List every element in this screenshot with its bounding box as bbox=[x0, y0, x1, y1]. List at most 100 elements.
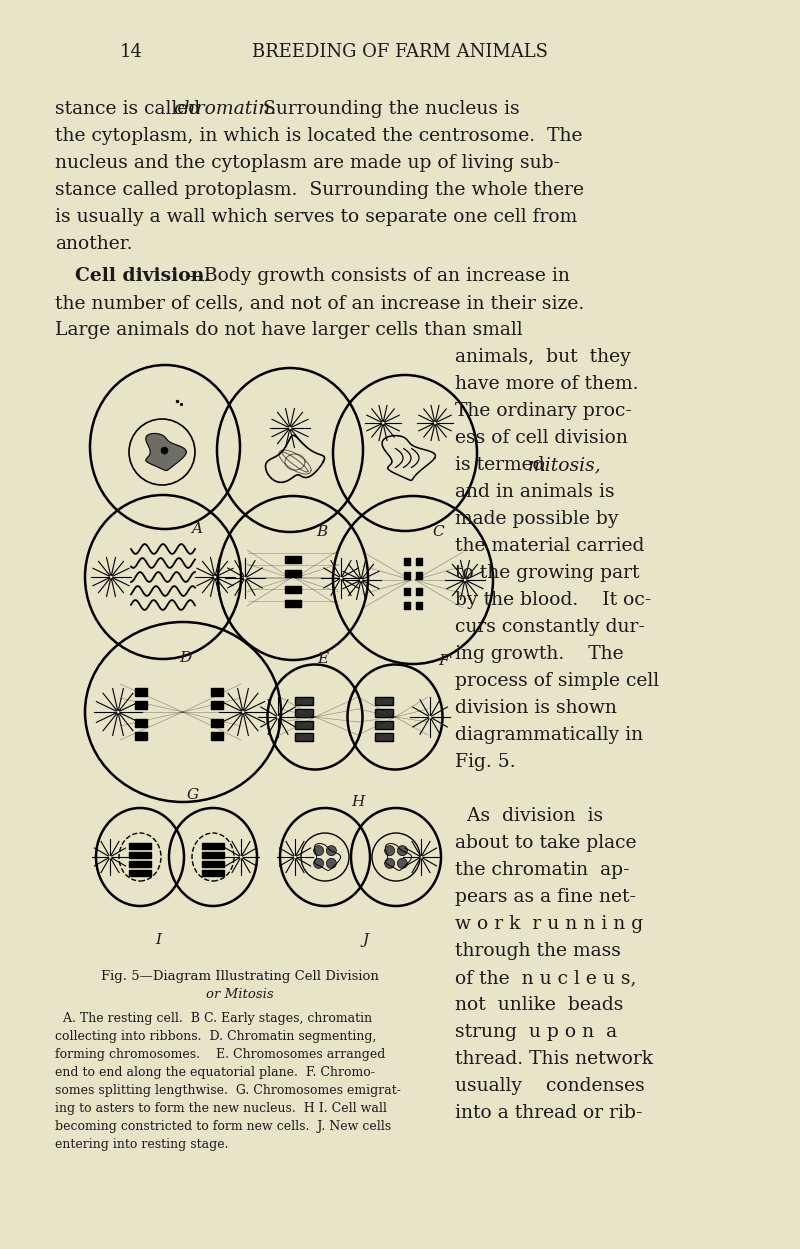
Text: forming chromosomes.    E. Chromosomes arranged: forming chromosomes. E. Chromosomes arra… bbox=[55, 1048, 386, 1060]
Text: F': F' bbox=[438, 654, 454, 668]
Text: —Body growth consists of an increase in: —Body growth consists of an increase in bbox=[185, 267, 570, 285]
Bar bbox=[202, 843, 224, 849]
Text: not  unlike  beads: not unlike beads bbox=[455, 995, 623, 1014]
Text: ess of cell division: ess of cell division bbox=[455, 428, 628, 447]
Text: G: G bbox=[187, 788, 199, 802]
Text: diagrammatically in: diagrammatically in bbox=[455, 726, 643, 744]
Text: through the mass: through the mass bbox=[455, 942, 621, 960]
Text: chromatin.: chromatin. bbox=[173, 100, 276, 117]
Bar bbox=[295, 697, 313, 704]
Bar bbox=[375, 697, 393, 704]
Text: curs constantly dur-: curs constantly dur- bbox=[455, 618, 645, 636]
Bar bbox=[135, 719, 147, 727]
Text: ing to asters to form the new nucleus.  H I. Cell wall: ing to asters to form the new nucleus. H… bbox=[55, 1102, 387, 1115]
Bar bbox=[404, 602, 410, 610]
Text: made possible by: made possible by bbox=[455, 510, 618, 528]
Circle shape bbox=[326, 846, 336, 856]
Text: division is shown: division is shown bbox=[455, 699, 617, 717]
Text: the material carried: the material carried bbox=[455, 537, 644, 555]
Bar bbox=[416, 588, 422, 595]
Text: Large animals do not have larger cells than small: Large animals do not have larger cells t… bbox=[55, 321, 522, 338]
Bar bbox=[211, 732, 223, 739]
Text: BREEDING OF FARM ANIMALS: BREEDING OF FARM ANIMALS bbox=[252, 42, 548, 61]
Bar bbox=[202, 871, 224, 876]
Text: w o r k  r u n n i n g: w o r k r u n n i n g bbox=[455, 916, 643, 933]
Text: C: C bbox=[432, 525, 444, 540]
Bar bbox=[295, 709, 313, 717]
Text: As  division  is: As division is bbox=[455, 807, 603, 826]
Bar bbox=[375, 733, 393, 741]
Text: about to take place: about to take place bbox=[455, 834, 637, 852]
Bar bbox=[416, 558, 422, 565]
Circle shape bbox=[326, 858, 336, 868]
Bar bbox=[404, 572, 410, 580]
Text: is usually a wall which serves to separate one cell from: is usually a wall which serves to separa… bbox=[55, 209, 578, 226]
Bar bbox=[295, 733, 313, 741]
Circle shape bbox=[398, 846, 407, 856]
Text: the cytoplasm, in which is located the centrosome.  The: the cytoplasm, in which is located the c… bbox=[55, 127, 582, 145]
Bar bbox=[211, 701, 223, 709]
Circle shape bbox=[314, 846, 324, 856]
Text: Fig. 5.: Fig. 5. bbox=[455, 753, 516, 771]
Text: B: B bbox=[316, 525, 328, 540]
Bar bbox=[135, 701, 147, 709]
Bar bbox=[375, 721, 393, 729]
Bar bbox=[129, 871, 151, 876]
Text: into a thread or rib-: into a thread or rib- bbox=[455, 1104, 642, 1122]
Text: I: I bbox=[155, 933, 161, 947]
Circle shape bbox=[314, 858, 324, 868]
Text: entering into resting stage.: entering into resting stage. bbox=[55, 1138, 229, 1152]
Text: process of simple cell: process of simple cell bbox=[455, 672, 659, 689]
Text: the number of cells, and not of an increase in their size.: the number of cells, and not of an incre… bbox=[55, 294, 584, 312]
Text: strung  u p o n  a: strung u p o n a bbox=[455, 1023, 617, 1040]
Bar bbox=[202, 852, 224, 858]
Text: somes splitting lengthwise.  G. Chromosomes emigrat-: somes splitting lengthwise. G. Chromosom… bbox=[55, 1084, 401, 1097]
Text: the chromatin  ap-: the chromatin ap- bbox=[455, 861, 630, 879]
Text: pears as a fine net-: pears as a fine net- bbox=[455, 888, 636, 906]
Text: A: A bbox=[191, 522, 202, 536]
Text: and in animals is: and in animals is bbox=[455, 483, 614, 501]
Text: nucleus and the cytoplasm are made up of living sub-: nucleus and the cytoplasm are made up of… bbox=[55, 154, 560, 172]
Text: Fig. 5—Diagram Illustrating Cell Division: Fig. 5—Diagram Illustrating Cell Divisio… bbox=[101, 970, 379, 983]
Bar bbox=[404, 588, 410, 595]
Bar bbox=[416, 602, 422, 610]
Text: collecting into ribbons.  D. Chromatin segmenting,: collecting into ribbons. D. Chromatin se… bbox=[55, 1030, 376, 1043]
Bar bbox=[285, 556, 301, 563]
Text: A. The resting cell.  B C. Early stages, chromatin: A. The resting cell. B C. Early stages, … bbox=[55, 1012, 372, 1025]
Text: stance called protoplasm.  Surrounding the whole there: stance called protoplasm. Surrounding th… bbox=[55, 181, 584, 199]
Text: or Mitosis: or Mitosis bbox=[206, 988, 274, 1000]
Bar bbox=[211, 688, 223, 696]
Text: 14: 14 bbox=[120, 42, 143, 61]
Bar bbox=[135, 688, 147, 696]
Text: mitosis,: mitosis, bbox=[528, 456, 602, 475]
Text: Cell division.: Cell division. bbox=[75, 267, 211, 285]
Text: thread. This network: thread. This network bbox=[455, 1050, 653, 1068]
Text: by the blood.    It oc-: by the blood. It oc- bbox=[455, 591, 651, 610]
Bar bbox=[129, 861, 151, 867]
Text: is termed: is termed bbox=[455, 456, 550, 475]
Bar bbox=[285, 586, 301, 593]
Text: ing growth.    The: ing growth. The bbox=[455, 644, 624, 663]
Bar bbox=[135, 732, 147, 739]
Circle shape bbox=[398, 858, 407, 868]
Bar bbox=[295, 721, 313, 729]
Text: The ordinary proc-: The ordinary proc- bbox=[455, 402, 632, 420]
Bar bbox=[202, 861, 224, 867]
Bar bbox=[285, 570, 301, 577]
Circle shape bbox=[385, 858, 394, 868]
Text: end to end along the equatorial plane.  F. Chromo-: end to end along the equatorial plane. F… bbox=[55, 1065, 375, 1079]
Text: H: H bbox=[351, 796, 365, 809]
Text: animals,  but  they: animals, but they bbox=[455, 348, 630, 366]
Text: usually    condenses: usually condenses bbox=[455, 1077, 645, 1095]
Text: J: J bbox=[363, 933, 369, 947]
Circle shape bbox=[385, 846, 394, 856]
Bar bbox=[129, 843, 151, 849]
Bar bbox=[211, 719, 223, 727]
Text: D: D bbox=[179, 651, 191, 664]
Text: to the growing part: to the growing part bbox=[455, 565, 639, 582]
Text: becoming constricted to form new cells.  J. New cells: becoming constricted to form new cells. … bbox=[55, 1120, 391, 1133]
Bar bbox=[375, 709, 393, 717]
Text: of the  n u c l e u s,: of the n u c l e u s, bbox=[455, 969, 637, 987]
Bar bbox=[285, 600, 301, 607]
Bar bbox=[129, 852, 151, 858]
